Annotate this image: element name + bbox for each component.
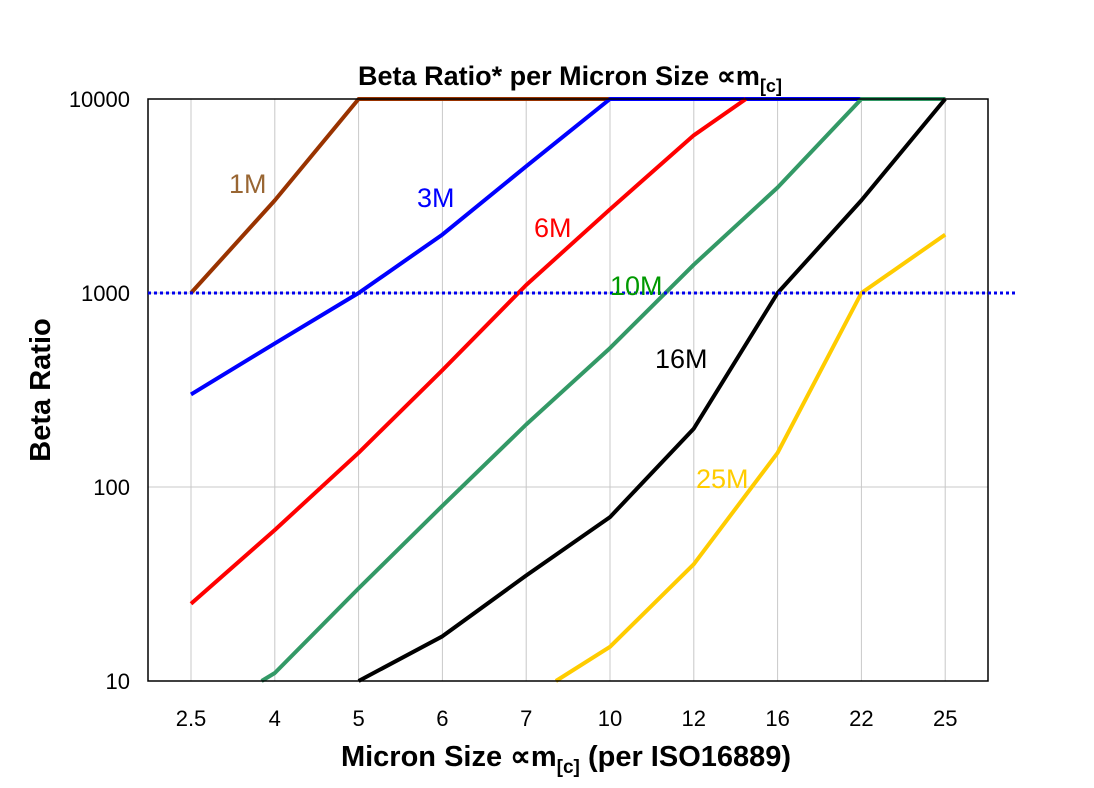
- plot-area-border: [147, 98, 989, 682]
- y-tick-label: 100: [93, 475, 130, 500]
- x-tick-label: 6: [436, 706, 448, 731]
- x-tick-label: 2.5: [176, 706, 207, 731]
- grid: [148, 98, 988, 682]
- series-lines: [189, 97, 947, 683]
- x-ticks: 2.5 4 5 6 7 10 12 16 22 25: [176, 706, 958, 731]
- x-tick-label: 22: [849, 706, 873, 731]
- series-line-10M: [260, 97, 946, 683]
- x-tick-label: 4: [269, 706, 281, 731]
- series-label-1M: 1M: [229, 169, 267, 199]
- x-tick-label: 10: [598, 706, 622, 731]
- y-tick-label: 10000: [69, 87, 130, 112]
- series-label-25M: 25M: [696, 464, 749, 494]
- x-tick-label: 25: [933, 706, 957, 731]
- series-line-25M: [554, 232, 947, 683]
- series-line-16M: [357, 97, 947, 683]
- y-tick-label: 1000: [81, 281, 130, 306]
- x-axis-label: Micron Size ∝m[c] (per ISO16889): [341, 741, 791, 778]
- x-tick-label: 7: [520, 706, 532, 731]
- series-label-6M: 6M: [534, 213, 572, 243]
- series-label-10M: 10M: [610, 271, 663, 301]
- y-axis-label: Beta Ratio: [25, 318, 57, 461]
- y-tick-label: 10: [106, 669, 130, 694]
- x-tick-label: 16: [765, 706, 789, 731]
- x-tick-label: 5: [352, 706, 364, 731]
- series-line-6M: [189, 97, 748, 606]
- x-tick-label: 12: [682, 706, 706, 731]
- series-labels: 1M 3M 6M 10M 16M 25M: [229, 169, 749, 494]
- series-label-3M: 3M: [417, 183, 455, 213]
- y-ticks: 10 100 1000 10000: [69, 87, 130, 694]
- chart-title: Beta Ratio* per Micron Size ∝m[c]: [358, 61, 782, 96]
- series-label-16M: 16M: [655, 344, 708, 374]
